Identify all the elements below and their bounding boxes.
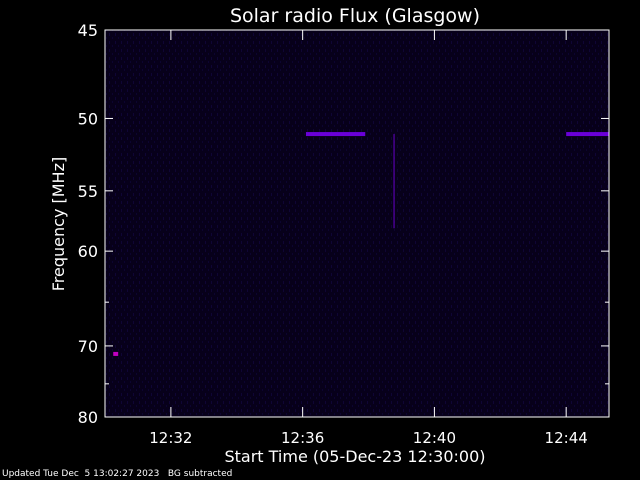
- y-tick-label: 55: [78, 182, 98, 201]
- x-tick-label: 12:36: [281, 429, 324, 447]
- axis-ticks: 12:32 12:36 12:40 12:44 45 50 55 60 70 80: [78, 21, 609, 447]
- spectrogram-feature: [393, 134, 395, 229]
- spectrogram-features: [113, 132, 609, 356]
- y-tick-label: 60: [78, 242, 98, 261]
- x-tick-label: 12:44: [545, 429, 588, 447]
- spectrogram-feature: [566, 132, 609, 137]
- x-tick-label: 12:32: [149, 429, 192, 447]
- status-footer: Updated Tue Dec 5 13:02:27 2023 BG subtr…: [2, 469, 232, 479]
- y-tick-label: 70: [78, 337, 98, 356]
- spacer: [159, 469, 168, 479]
- x-axis-label: Start Time (05-Dec-23 12:30:00): [224, 447, 485, 466]
- y-axis-label: Frequency [MHz]: [49, 157, 68, 291]
- spectrogram-feature: [113, 351, 119, 356]
- bg-note: BG subtracted: [167, 469, 233, 479]
- y-tick-label: 80: [78, 408, 98, 427]
- chart-title: Solar radio Flux (Glasgow): [230, 5, 480, 27]
- y-tick-label: 45: [78, 21, 98, 40]
- y-tick-label: 50: [78, 109, 98, 128]
- spectrogram-feature: [305, 132, 366, 137]
- plot-background: [105, 30, 609, 417]
- plot-frame: [104, 29, 610, 418]
- updated-timestamp: Updated Tue Dec 5 13:02:27 2023: [2, 469, 160, 479]
- x-tick-label: 12:40: [413, 429, 456, 447]
